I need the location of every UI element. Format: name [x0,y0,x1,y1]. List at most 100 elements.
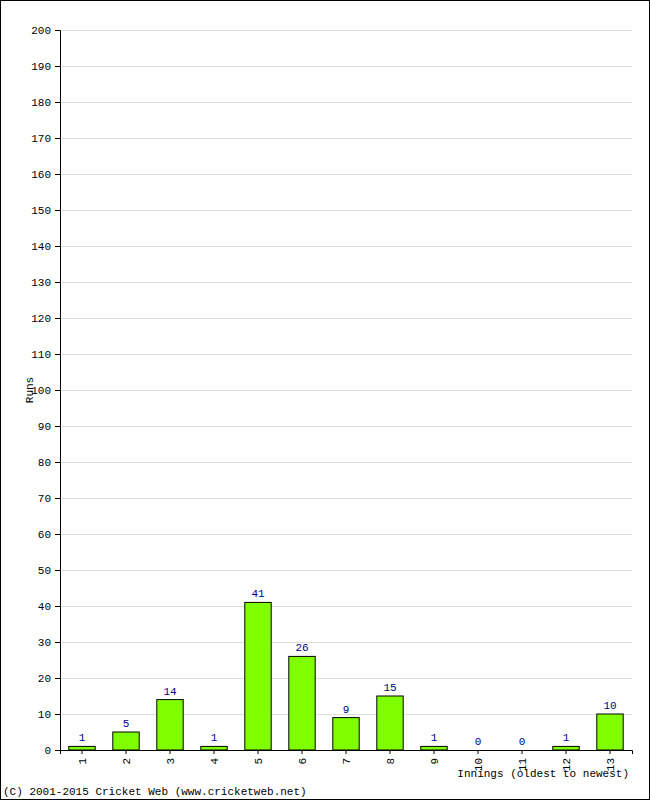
x-tick-label: 1 [77,758,89,765]
y-tick-mark [55,138,60,139]
y-tick-mark [55,282,60,283]
y-tick: 200 [31,25,60,37]
y-tick-label: 10 [38,709,51,721]
y-tick-mark [55,678,60,679]
y-tick-mark [55,354,60,355]
bars [69,602,623,750]
y-tick-mark [55,102,60,103]
y-tick-mark [55,570,60,571]
bar [113,732,139,750]
bar [289,656,315,750]
x-tick-label: 8 [385,758,397,765]
y-tick-mark [55,642,60,643]
y-tick-label: 60 [38,529,51,541]
grid-line [60,570,632,571]
y-tick-label: 0 [44,745,51,757]
y-tick-label: 140 [31,241,51,253]
chart: 0102030405060708090100110120130140150160… [0,0,650,800]
y-tick-mark [55,390,60,391]
bar [597,714,623,750]
y-tick: 80 [38,457,60,469]
y-tick: 20 [38,673,60,685]
x-axis-title: Innings (oldest to newest) [457,768,629,780]
data-label: 1 [211,732,218,744]
data-label: 1 [79,732,86,744]
x-tick-label: 2 [121,758,133,765]
grid-line [60,102,632,103]
y-tick: 140 [31,241,60,253]
bar [465,750,491,751]
y-tick-mark [55,210,60,211]
y-tick-mark [55,498,60,499]
y-tick: 50 [38,565,60,577]
y-axis-line [55,31,61,751]
grid-line [60,426,632,427]
y-tick-label: 130 [31,277,51,289]
grid-line [60,390,632,391]
y-tick-mark [55,426,60,427]
x-tick: 1 [77,750,89,765]
grid-line [60,462,632,463]
x-tick-mark [346,750,347,754]
x-tick-mark [214,750,215,754]
x-tick: 6 [297,750,309,765]
data-label: 15 [383,682,396,694]
data-label: 5 [123,718,130,730]
grid-line [60,66,632,67]
data-label: 14 [163,686,177,698]
y-tick: 130 [31,277,60,289]
y-tick-label: 160 [31,169,51,181]
grid-line [60,246,632,247]
grid-line [60,174,632,175]
background [1,1,650,800]
x-tick: 7 [341,750,353,765]
x-tick-mark [126,750,127,754]
y-tick: 180 [31,97,60,109]
x-tick-mark [478,750,479,754]
y-tick-mark [55,534,60,535]
y-tick-mark [55,462,60,463]
y-tick-label: 90 [38,421,51,433]
y-tick-label: 40 [38,601,51,613]
x-tick-label: 4 [209,758,221,765]
data-label: 1 [563,732,570,744]
bar [421,746,447,750]
data-label: 1 [431,732,438,744]
y-tick-mark [55,318,60,319]
y-tick-label: 30 [38,637,51,649]
y-tick-label: 70 [38,493,51,505]
y-tick-label: 110 [31,349,51,361]
bar [377,696,403,750]
bar [553,746,579,750]
y-axis-title: Runs [24,377,36,403]
y-tick: 30 [38,637,60,649]
x-axis-line [61,751,633,755]
bar [245,602,271,750]
x-tick-mark [258,750,259,754]
y-tick-label: 180 [31,97,51,109]
grid-line [60,606,632,607]
y-tick-label: 80 [38,457,51,469]
x-tick-mark [610,750,611,754]
grid-line [60,318,632,319]
y-tick-mark [55,174,60,175]
y-tick-mark [55,30,60,31]
grid-line [60,678,632,679]
x-tick-mark [434,750,435,754]
x-tick-label: 6 [297,758,309,765]
bar [333,718,359,750]
x-tick: 3 [165,750,177,765]
bar [69,746,95,750]
data-label: 10 [603,700,616,712]
data-label: 41 [251,588,265,600]
grid-line [60,642,632,643]
y-tick-label: 170 [31,133,51,145]
y-tick: 190 [31,61,60,73]
bar [201,746,227,750]
y-tick-mark [55,606,60,607]
y-tick-label: 150 [31,205,51,217]
y-tick: 0 [44,745,60,757]
x-tick-mark [302,750,303,754]
y-tick: 40 [38,601,60,613]
x-tick-label: 7 [341,758,353,765]
